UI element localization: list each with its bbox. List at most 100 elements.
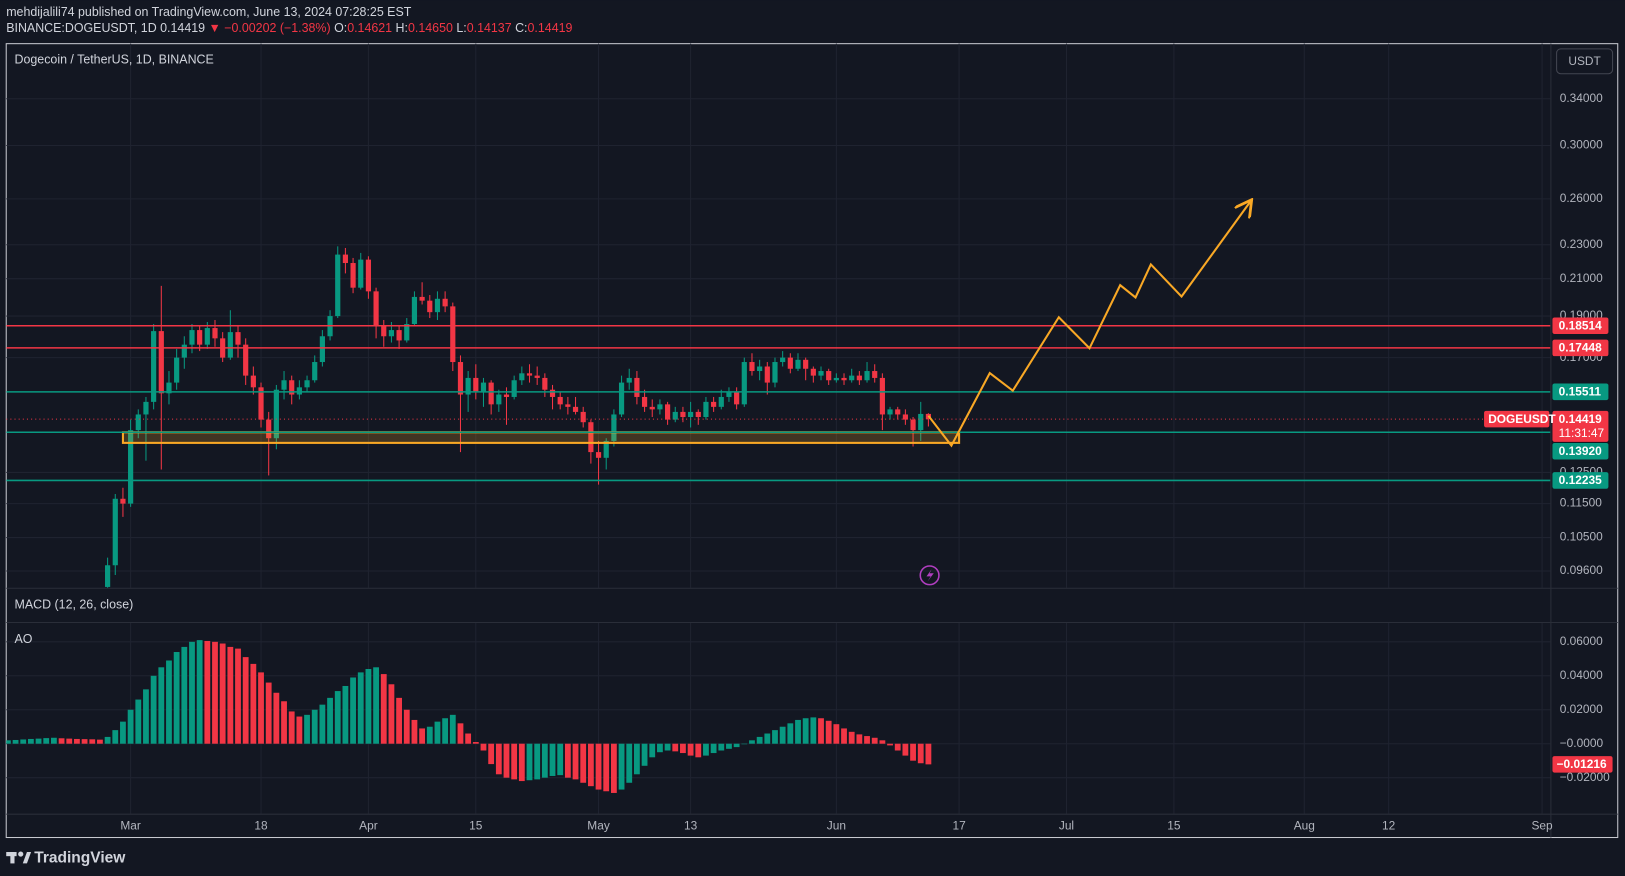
ao-bar xyxy=(158,667,165,744)
ao-bar xyxy=(848,731,855,744)
x-tick-label: Sep xyxy=(1531,818,1553,832)
macd-title: MACD (12, 26, close) xyxy=(15,598,134,612)
ao-bar xyxy=(695,743,702,758)
candle-body xyxy=(143,401,149,415)
ao-bar xyxy=(664,743,671,751)
candle-body xyxy=(534,375,540,378)
event-bolt xyxy=(926,569,934,582)
y-tick-label: 0.09600 xyxy=(1560,563,1603,577)
currency-button[interactable] xyxy=(1556,48,1614,75)
ao-title: AO xyxy=(15,632,33,646)
ao-bar xyxy=(227,646,234,744)
candle-body xyxy=(174,357,180,383)
candle-body xyxy=(764,366,770,383)
candle-body xyxy=(887,409,893,415)
candle-body xyxy=(197,330,203,345)
candle-body xyxy=(296,387,302,395)
candle-body xyxy=(158,331,164,394)
candle-body xyxy=(189,330,195,345)
ao-bar xyxy=(879,740,886,744)
level-label-box xyxy=(1552,472,1609,489)
level-label: 0.12235 xyxy=(1559,473,1602,487)
candle-body xyxy=(711,401,717,407)
ao-bar xyxy=(112,730,119,744)
ao-bar xyxy=(465,733,472,744)
ao-bar xyxy=(687,743,694,756)
candle-body xyxy=(810,368,816,376)
symbol: BINANCE:DOGEUSDT, 1D xyxy=(6,21,156,35)
ao-bar xyxy=(150,675,157,744)
candle-body xyxy=(549,389,556,397)
brand: TradingView xyxy=(34,849,126,866)
candle-body xyxy=(120,498,126,504)
ao-bar xyxy=(472,742,479,744)
event-icon[interactable] xyxy=(919,565,940,586)
ao-bar xyxy=(411,719,418,744)
candle-body xyxy=(151,331,157,402)
last-value-box xyxy=(1552,756,1613,773)
y-tick-label: 0.04000 xyxy=(1560,668,1603,682)
ao-bar xyxy=(288,711,295,744)
symbol-label: DOGEUSDT xyxy=(1488,412,1556,426)
x-tick-label: May xyxy=(587,818,610,832)
ao-bar xyxy=(672,743,679,752)
ao-bar xyxy=(795,719,801,744)
countdown: 11:31:47 xyxy=(1559,426,1605,440)
y-tick-label: 0.30000 xyxy=(1560,138,1603,152)
price-pane xyxy=(6,201,1551,588)
last-value-label: −0.01216 xyxy=(1557,757,1607,771)
candle-body xyxy=(795,359,801,369)
ao-bar xyxy=(810,717,817,744)
ao-bar xyxy=(503,743,510,778)
candle-body xyxy=(250,375,256,388)
candle-body xyxy=(335,254,341,317)
candle-body xyxy=(864,371,870,381)
ao-bar xyxy=(6,740,11,744)
candle-body xyxy=(411,296,418,325)
candle-body xyxy=(496,394,502,405)
ao-bar xyxy=(449,714,456,744)
candle-body xyxy=(749,362,755,372)
candle-body xyxy=(542,377,548,390)
level-label-box xyxy=(1552,317,1609,335)
ao-bar xyxy=(511,743,518,780)
candle-body xyxy=(872,371,878,378)
candle-body xyxy=(557,396,563,405)
ao-bar xyxy=(74,738,80,744)
ao-bar xyxy=(173,652,180,744)
candle-body xyxy=(350,263,356,288)
ao-bar xyxy=(380,674,387,744)
candle-body xyxy=(227,332,233,358)
ao-bar xyxy=(718,743,725,751)
candle-body xyxy=(641,396,648,407)
candle-body xyxy=(895,409,901,415)
y-tick-label: −0.0000 xyxy=(1560,736,1604,750)
candle-body xyxy=(634,377,640,397)
candle-body xyxy=(204,328,210,345)
ao-bar xyxy=(634,743,640,775)
ohlc-value: 0.14137 xyxy=(467,21,512,35)
ao-bar xyxy=(787,723,794,744)
ao-bar xyxy=(127,709,134,744)
ao-bar xyxy=(342,685,349,744)
candle-body xyxy=(726,392,732,397)
ao-bar xyxy=(910,743,916,761)
y-tick-label: 0.02000 xyxy=(1560,702,1603,716)
candle-body xyxy=(105,565,111,587)
ao-bar xyxy=(373,667,379,744)
candle-body xyxy=(879,377,885,415)
candle-body xyxy=(603,440,609,458)
y-tick-label: 0.06000 xyxy=(1560,634,1603,648)
ao-bar xyxy=(657,743,663,753)
candle-body xyxy=(588,422,594,453)
byline: mehdijalili74 published on TradingView.c… xyxy=(6,5,412,19)
candle-body xyxy=(381,326,387,337)
candle-body xyxy=(826,371,832,381)
level-label: 0.15511 xyxy=(1559,385,1602,399)
candle-body xyxy=(787,357,793,369)
candle-body xyxy=(664,404,671,420)
candle-body xyxy=(266,419,272,439)
candle-body xyxy=(572,406,579,412)
currency[interactable]: USDT xyxy=(1568,54,1600,68)
